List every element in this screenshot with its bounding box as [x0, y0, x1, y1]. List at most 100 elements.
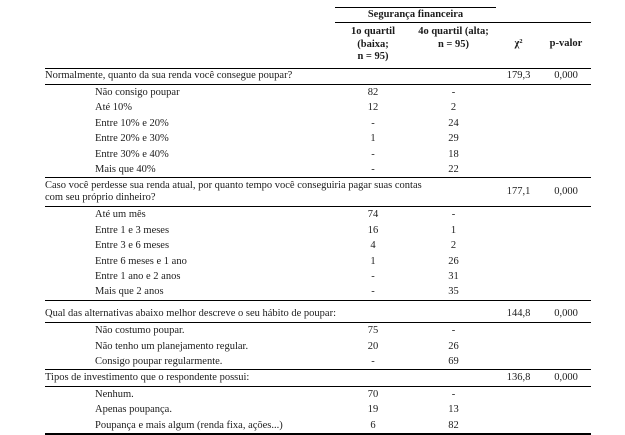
answer-row: Até um mês 74 - [45, 207, 591, 222]
section-header-row: Tipos de investimento que o respondente … [45, 369, 591, 387]
quartile4-count: 26 [448, 340, 459, 352]
empty-p-cell [541, 284, 591, 299]
answer-row: Não consigo poupar 82 - [45, 85, 591, 100]
quartile4-count: 82 [448, 419, 459, 431]
quartile1-count: 70 [367, 388, 379, 400]
empty-p-cell [541, 238, 591, 253]
answer-label: Poupança e mais algum (renda fixa, ações… [95, 419, 283, 431]
empty-chi-cell [496, 162, 541, 177]
answer-row: Entre 1 ano e 2 anos - 31 [45, 269, 591, 284]
chi-square-value: 144,8 [506, 307, 531, 319]
quartile4-count: 18 [448, 148, 459, 160]
section-header-row: Caso você perdesse sua renda atual, por … [45, 177, 591, 208]
answer-label: Mais que 40% [95, 163, 156, 175]
answer-label: Mais que 2 anos [95, 286, 164, 298]
section-question: Caso você perdesse sua renda atual, por … [45, 179, 422, 204]
empty-p-cell [541, 339, 591, 354]
quartile1-count: 74 [367, 209, 379, 221]
answer-label: Entre 30% e 40% [95, 148, 169, 160]
empty-p-cell [541, 85, 591, 100]
quartile4-count: - [451, 209, 456, 221]
empty-p-cell [541, 131, 591, 146]
answer-row: Mais que 40% - 22 [45, 162, 591, 177]
section-header-row: Qual das alternativas abaixo melhor desc… [45, 299, 591, 324]
quartile1-count: 20 [367, 340, 379, 352]
empty-chi-cell [496, 207, 541, 222]
answer-label: Até um mês [95, 209, 146, 221]
p-value: 0,000 [554, 371, 578, 383]
quartile1-count: 1 [370, 133, 376, 145]
p-value: 0,000 [554, 307, 578, 319]
empty-chi-cell [496, 339, 541, 354]
quartile4-count: 1 [450, 224, 457, 236]
quartile4-count: 2 [450, 102, 457, 114]
empty-p-cell [541, 147, 591, 162]
column-header-spacer [45, 23, 335, 68]
empty-p-cell [541, 162, 591, 177]
section-header-row: Normalmente, quanto da sua renda você co… [45, 67, 591, 85]
answer-label: Até 10% [95, 102, 133, 114]
chi-square-value: 179,3 [506, 70, 531, 81]
quartile1-count: 82 [367, 87, 379, 98]
answer-label: Apenas poupança. [95, 404, 172, 416]
answer-label: Entre 1 e 3 meses [95, 224, 170, 236]
group-header-row: Segurança financeira [45, 7, 591, 23]
answer-row: Não costumo poupar. 75 - [45, 323, 591, 338]
column-header-chi-square: χ² [514, 38, 523, 49]
quartile4-count: 2 [450, 240, 457, 252]
answer-label: Não consigo poupar [95, 87, 180, 98]
empty-p-cell [541, 254, 591, 269]
answer-label: Entre 20% e 30% [95, 133, 169, 145]
group-header-spacer [45, 7, 335, 23]
group-header-label: Segurança financeira [335, 7, 496, 23]
answer-row: Entre 6 meses e 1 ano 1 26 [45, 254, 591, 269]
p-value: 0,000 [554, 70, 578, 81]
answer-label: Entre 1 ano e 2 anos [95, 270, 181, 282]
quartile4-count: 69 [448, 355, 459, 367]
quartile4-count: 22 [448, 163, 459, 175]
quartile1-count: - [371, 286, 375, 298]
quartile4-count: 29 [448, 133, 459, 145]
empty-chi-cell [496, 354, 541, 369]
quartile4-count: 24 [448, 117, 459, 129]
empty-p-cell [541, 323, 591, 338]
empty-chi-cell [496, 238, 541, 253]
empty-p-cell [541, 418, 591, 433]
table-body: Normalmente, quanto da sua renda você co… [45, 67, 591, 434]
answer-label: Não tenho um planejamento regular. [95, 340, 249, 352]
quartile1-count: 6 [370, 419, 376, 431]
answer-row: Apenas poupança. 19 13 [45, 402, 591, 417]
column-header-row: 1o quartil (baixa; n = 95) 4o quartil (a… [45, 23, 591, 68]
empty-chi-cell [496, 387, 541, 402]
empty-chi-cell [496, 402, 541, 417]
section-question: Tipos de investimento que o respondente … [45, 371, 250, 383]
empty-p-cell [541, 402, 591, 417]
quartile4-count: - [451, 388, 456, 400]
empty-chi-cell [496, 323, 541, 338]
quartile1-count: - [371, 355, 375, 367]
quartile4-count: 31 [448, 270, 459, 282]
stat-columns-rule [496, 7, 591, 23]
column-header-quartile4: 4o quartil (alta; n = 95) [418, 26, 489, 50]
quartile4-count: - [451, 325, 456, 337]
answer-row: Não tenho um planejamento regular. 20 26 [45, 339, 591, 354]
column-header-p-value: p-valor [549, 38, 583, 49]
answer-label: Não costumo poupar. [95, 325, 185, 337]
empty-chi-cell [496, 418, 541, 433]
quartile4-count: 26 [448, 255, 459, 267]
p-value: 0,000 [554, 186, 578, 198]
column-header-quartile1: 1o quartil (baixa; n = 95) [350, 26, 396, 62]
answer-label: Nenhum. [95, 388, 134, 400]
answer-label: Entre 3 e 6 meses [95, 240, 170, 252]
quartile1-count: 4 [370, 240, 376, 252]
survey-section: Qual das alternativas abaixo melhor desc… [45, 299, 591, 370]
empty-chi-cell [496, 131, 541, 146]
chi-square-value: 136,8 [506, 371, 531, 383]
empty-chi-cell [496, 269, 541, 284]
answer-row: Entre 10% e 20% - 24 [45, 116, 591, 131]
quartile1-count: 16 [367, 224, 379, 236]
empty-p-cell [541, 100, 591, 115]
answer-row: Entre 1 e 3 meses 16 1 [45, 223, 591, 238]
empty-chi-cell [496, 223, 541, 238]
chi-square-value: 177,1 [506, 186, 531, 198]
